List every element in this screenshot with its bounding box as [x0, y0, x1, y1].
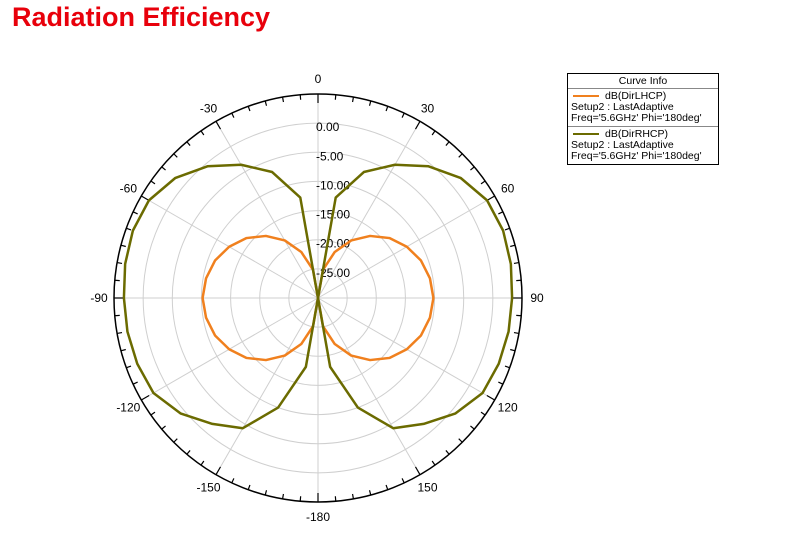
radial-tick-label: -10.00 [316, 178, 350, 192]
angle-tick [504, 365, 510, 369]
angle-tick [458, 153, 463, 158]
angle-tick [150, 411, 156, 416]
angle-tick [150, 180, 156, 185]
angle-tick [513, 261, 520, 265]
angle-tick [215, 466, 222, 475]
angle-tick [368, 100, 372, 106]
angle-tick-label: 0 [315, 72, 322, 86]
legend-swatch-rhcp [573, 133, 599, 136]
angle-tick [116, 331, 123, 335]
angle-tick [510, 244, 516, 248]
angle-tick [401, 112, 405, 118]
grid-spoke [215, 297, 319, 475]
angle-tick [480, 180, 486, 185]
angle-tick [504, 227, 510, 231]
angle-tick [126, 365, 132, 369]
angle-tick [510, 348, 516, 352]
angle-tick [126, 227, 132, 231]
grid-spoke [215, 121, 319, 299]
angle-tick [215, 121, 222, 130]
angle-tick [161, 166, 166, 171]
legend-series-name: dB(DirLHCP) [605, 90, 667, 102]
angle-tick [431, 130, 436, 136]
angle-tick [120, 244, 126, 248]
angle-tick [231, 478, 235, 484]
angle-tick [231, 112, 235, 118]
angle-tick [470, 425, 475, 430]
angle-tick [247, 106, 251, 112]
legend-entry-lhcp: dB(DirLHCP) Setup2 : LastAdaptive Freq='… [568, 89, 718, 126]
angle-tick [120, 348, 126, 352]
angle-tick [264, 100, 268, 106]
angle-tick [486, 394, 495, 401]
angle-tick [445, 141, 450, 146]
angle-tick [480, 411, 486, 416]
angle-tick [132, 381, 138, 385]
curves [122, 163, 514, 430]
legend-title: Curve Info [568, 74, 718, 89]
angle-tick [414, 121, 421, 130]
grid-spoke [317, 121, 421, 299]
angle-tick-label: 150 [417, 481, 437, 495]
angle-tick-label: -90 [90, 291, 108, 305]
angle-tick-label: -150 [196, 481, 220, 495]
angle-tick [281, 493, 285, 500]
angle-tick [414, 466, 421, 475]
angle-tick [351, 493, 355, 500]
angle-tick-label: -180 [306, 510, 330, 524]
angle-tick [368, 490, 372, 496]
angle-tick [132, 211, 138, 215]
angle-tick-label: -60 [120, 182, 138, 196]
angle-tick [247, 484, 251, 490]
angle-tick [200, 130, 205, 136]
legend-setup: Setup2 : LastAdaptive [571, 139, 674, 151]
angle-tick [173, 438, 178, 443]
radial-tick-label: -5.00 [316, 149, 344, 163]
angle-tick [264, 490, 268, 496]
slide-title: Radiation Efficiency [12, 2, 271, 32]
grid-spoke [317, 297, 421, 475]
legend: Curve Info dB(DirLHCP) Setup2 : LastAdap… [567, 73, 719, 165]
angle-tick [351, 96, 355, 103]
angle-tick [141, 394, 150, 401]
legend-params: Freq='5.6GHz' Phi='180deg' [571, 112, 702, 124]
angle-tick [445, 450, 450, 455]
angle-tick [498, 381, 504, 385]
angle-tick [385, 484, 389, 490]
angle-tick-label: -30 [200, 101, 218, 115]
angle-tick [458, 438, 463, 443]
legend-params: Freq='5.6GHz' Phi='180deg' [571, 150, 702, 162]
legend-entry-rhcp: dB(DirRHCP) Setup2 : LastAdaptive Freq='… [568, 126, 718, 164]
angle-tick [281, 96, 285, 103]
radial-tick-label: 0.00 [316, 120, 340, 134]
angle-tick [431, 460, 436, 466]
angle-tick [200, 460, 205, 466]
angle-tick [116, 261, 123, 265]
angle-tick [385, 106, 389, 112]
angle-tick [401, 478, 405, 484]
angle-tick [186, 141, 191, 146]
angle-tick-label: 60 [501, 182, 515, 196]
angle-tick-label: 120 [498, 401, 518, 415]
angle-tick [498, 211, 504, 215]
angle-tick-label: 90 [530, 291, 544, 305]
angle-tick [173, 153, 178, 158]
angle-tick-labels: 0 30 60 90 120 150 -180 -150 -120 -90 -60 -30 [90, 72, 544, 524]
legend-series-name: dB(DirRHCP) [605, 128, 668, 140]
angle-tick [186, 450, 191, 455]
angle-tick-label: -120 [116, 401, 140, 415]
legend-swatch-lhcp [573, 95, 599, 98]
angle-tick-label: 30 [421, 101, 435, 115]
legend-setup: Setup2 : LastAdaptive [571, 101, 674, 113]
angle-tick [513, 331, 520, 335]
angle-tick [161, 425, 166, 430]
angle-tick [470, 166, 475, 171]
